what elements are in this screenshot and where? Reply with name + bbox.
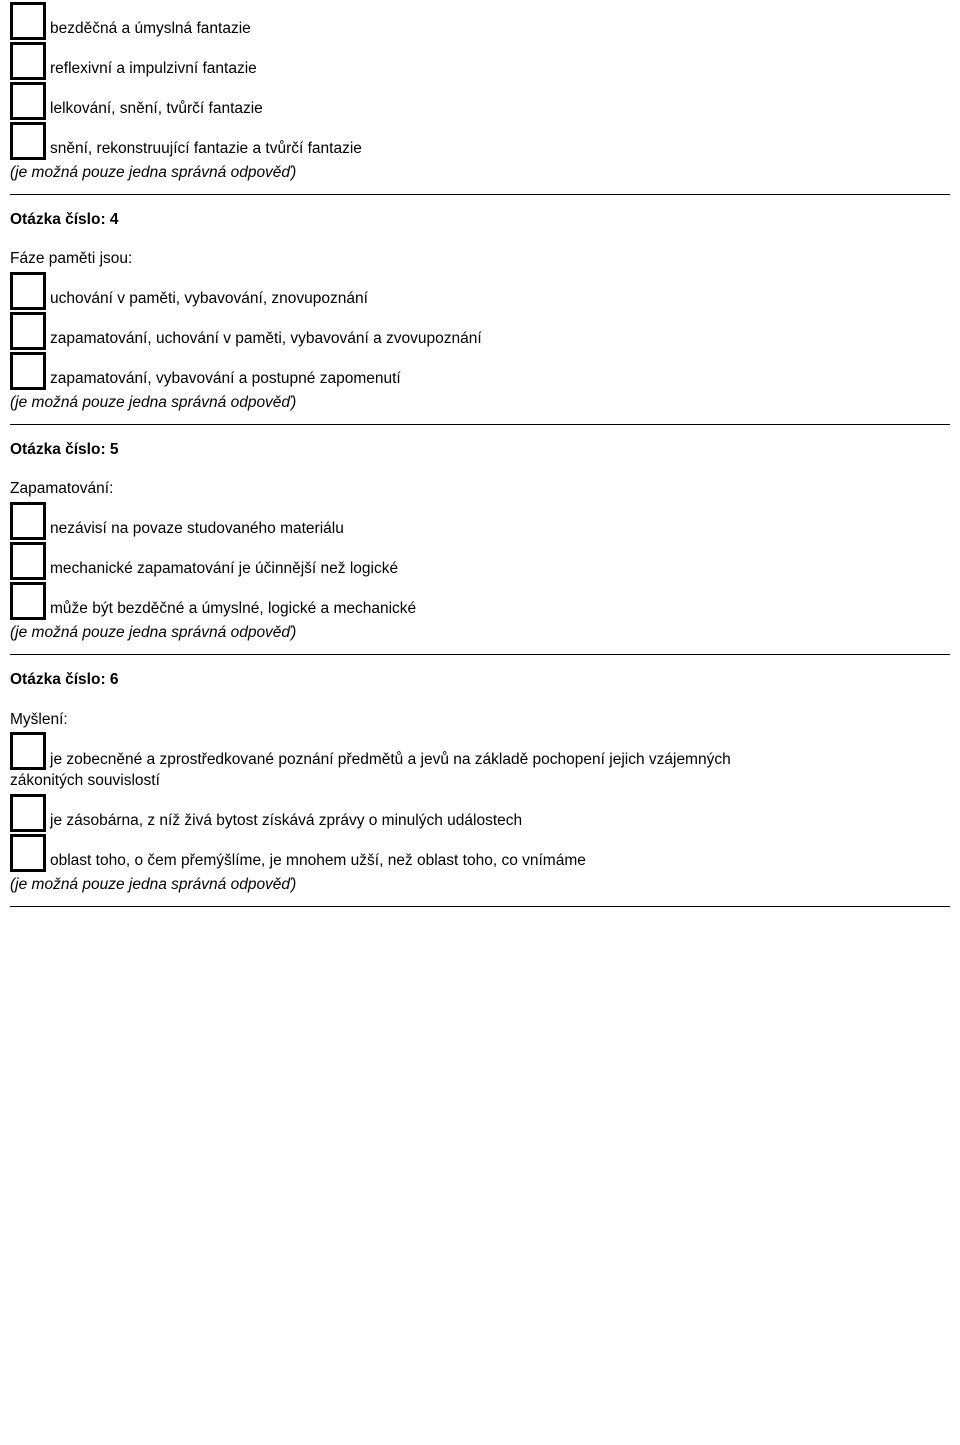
answer-note: (je možná pouze jedna správná odpověď) xyxy=(10,874,950,896)
option-row: zapamatování, uchování v paměti, vybavov… xyxy=(10,312,950,350)
option-row: je zásobárna, z níž živá bytost získává … xyxy=(10,794,950,832)
option-row: může být bezděčné a úmyslné, logické a m… xyxy=(10,582,950,620)
option-row: snění, rekonstruující fantazie a tvůrčí … xyxy=(10,122,950,160)
option-row: je zobecněné a zprostředkované poznání p… xyxy=(10,732,950,770)
question-title: Otázka číslo: 4 xyxy=(10,209,950,231)
option-row: nezávisí na povaze studovaného materiálu xyxy=(10,502,950,540)
option-row: lelkování, snění, tvůrčí fantazie xyxy=(10,82,950,120)
option-label: zapamatování, uchování v paměti, vybavov… xyxy=(50,328,482,350)
option-label: nezávisí na povaze studovaného materiálu xyxy=(50,518,344,540)
page: bezděčná a úmyslná fantazie reflexivní a… xyxy=(0,2,960,961)
question-block-5: Otázka číslo: 5 Zapamatování: nezávisí n… xyxy=(10,439,950,644)
option-label: bezděčná a úmyslná fantazie xyxy=(50,18,251,40)
answer-note: (je možná pouze jedna správná odpověď) xyxy=(10,622,950,644)
divider xyxy=(10,194,950,195)
option-row: bezděčná a úmyslná fantazie xyxy=(10,2,950,40)
question-text: Myšlení: xyxy=(10,709,950,731)
option-row: mechanické zapamatování je účinnější než… xyxy=(10,542,950,580)
checkbox[interactable] xyxy=(10,122,46,160)
question-title: Otázka číslo: 6 xyxy=(10,669,950,691)
checkbox[interactable] xyxy=(10,312,46,350)
checkbox[interactable] xyxy=(10,794,46,832)
question-block-6: Otázka číslo: 6 Myšlení: je zobecněné a … xyxy=(10,669,950,896)
option-label: snění, rekonstruující fantazie a tvůrčí … xyxy=(50,138,362,160)
option-label: zapamatování, vybavování a postupné zapo… xyxy=(50,368,401,390)
answer-note: (je možná pouze jedna správná odpověď) xyxy=(10,392,950,414)
option-label: uchování v paměti, vybavování, znovupozn… xyxy=(50,288,368,310)
checkbox[interactable] xyxy=(10,542,46,580)
checkbox[interactable] xyxy=(10,732,46,770)
option-row: reflexivní a impulzivní fantazie xyxy=(10,42,950,80)
divider xyxy=(10,906,950,907)
option-label: mechanické zapamatování je účinnější než… xyxy=(50,558,398,580)
option-label-continuation: zákonitých souvislostí xyxy=(10,770,950,792)
checkbox[interactable] xyxy=(10,352,46,390)
option-label: je zásobárna, z níž živá bytost získává … xyxy=(50,810,522,832)
option-label: lelkování, snění, tvůrčí fantazie xyxy=(50,98,263,120)
checkbox[interactable] xyxy=(10,272,46,310)
option-label: je zobecněné a zprostředkované poznání p… xyxy=(50,749,731,771)
checkbox[interactable] xyxy=(10,582,46,620)
question-block-4: Otázka číslo: 4 Fáze paměti jsou: uchová… xyxy=(10,209,950,414)
checkbox[interactable] xyxy=(10,502,46,540)
checkbox[interactable] xyxy=(10,2,46,40)
option-row: zapamatování, vybavování a postupné zapo… xyxy=(10,352,950,390)
answer-note: (je možná pouze jedna správná odpověď) xyxy=(10,162,950,184)
question-block-0: bezděčná a úmyslná fantazie reflexivní a… xyxy=(10,2,950,184)
question-text: Fáze paměti jsou: xyxy=(10,248,950,270)
option-row: oblast toho, o čem přemýšlíme, je mnohem… xyxy=(10,834,950,872)
option-row: uchování v paměti, vybavování, znovupozn… xyxy=(10,272,950,310)
divider xyxy=(10,424,950,425)
checkbox[interactable] xyxy=(10,834,46,872)
option-label: oblast toho, o čem přemýšlíme, je mnohem… xyxy=(50,850,586,872)
divider xyxy=(10,654,950,655)
option-label: reflexivní a impulzivní fantazie xyxy=(50,58,257,80)
checkbox[interactable] xyxy=(10,82,46,120)
checkbox[interactable] xyxy=(10,42,46,80)
option-label: může být bezděčné a úmyslné, logické a m… xyxy=(50,598,416,620)
question-text: Zapamatování: xyxy=(10,478,950,500)
question-title: Otázka číslo: 5 xyxy=(10,439,950,461)
